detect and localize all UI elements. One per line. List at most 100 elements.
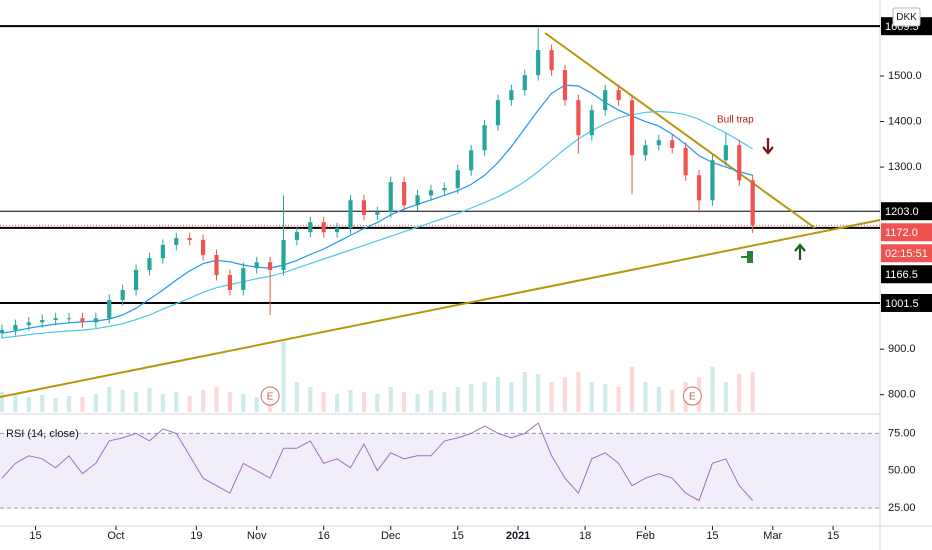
candle-body bbox=[348, 200, 353, 229]
volume-bar bbox=[13, 394, 18, 412]
candle-body bbox=[589, 110, 594, 136]
price-label: 1166.5 bbox=[885, 269, 918, 281]
candle-body bbox=[120, 289, 125, 301]
candle-body bbox=[629, 100, 635, 156]
volume-bar bbox=[616, 387, 621, 412]
volume-bar bbox=[241, 394, 246, 412]
volume-bar bbox=[495, 377, 501, 412]
candle-body bbox=[107, 300, 112, 319]
candle-body bbox=[294, 232, 300, 240]
volume-bar bbox=[482, 382, 487, 412]
candle-body bbox=[455, 170, 460, 189]
candle-body bbox=[187, 238, 192, 240]
candle-body bbox=[415, 195, 420, 206]
volume-bar bbox=[536, 374, 541, 412]
candle-body bbox=[522, 75, 527, 91]
volume-bar bbox=[750, 372, 755, 412]
candle-body bbox=[160, 244, 165, 259]
candle-body bbox=[750, 180, 755, 226]
candle-body bbox=[656, 140, 661, 146]
candle-body bbox=[40, 320, 45, 323]
x-tick-label: Oct bbox=[107, 530, 124, 542]
candle-body bbox=[308, 222, 313, 233]
volume-bar bbox=[133, 392, 139, 412]
rsi-tick-label: 75.00 bbox=[888, 427, 916, 439]
earnings-label: E bbox=[689, 392, 696, 403]
candle-body bbox=[281, 239, 286, 270]
volume-bar bbox=[214, 387, 219, 412]
candle-body bbox=[469, 150, 474, 171]
earnings-marker bbox=[682, 386, 702, 406]
candle-body bbox=[200, 239, 206, 255]
candle-body bbox=[683, 147, 688, 176]
volume-bar bbox=[66, 396, 72, 412]
candle-body bbox=[442, 188, 447, 191]
volume-bar bbox=[643, 382, 648, 412]
candle-body bbox=[0, 330, 5, 334]
volume-bar bbox=[723, 382, 728, 412]
price-label-box bbox=[881, 244, 932, 263]
candle-body bbox=[562, 70, 568, 101]
volume-bar bbox=[321, 392, 326, 412]
volume-bar bbox=[455, 387, 460, 412]
arrow-up bbox=[794, 243, 806, 260]
candle-body bbox=[388, 182, 393, 213]
candle-body bbox=[321, 222, 326, 233]
volume-bar bbox=[589, 382, 594, 412]
rsi-line bbox=[1, 422, 754, 502]
trendline bbox=[544, 32, 816, 229]
volume-bar bbox=[348, 390, 353, 412]
rsi-tick-label: 25.00 bbox=[888, 502, 916, 514]
candle-body bbox=[254, 262, 259, 269]
volume-bar bbox=[388, 387, 393, 412]
volume-bar bbox=[549, 382, 554, 412]
x-tick-label: 15 bbox=[452, 530, 464, 542]
volume-bar bbox=[160, 394, 165, 412]
volume-bar bbox=[402, 392, 407, 412]
volume-bar bbox=[174, 392, 179, 412]
volume-bar bbox=[107, 387, 112, 412]
candle-body bbox=[710, 160, 715, 201]
price-label-box bbox=[881, 202, 932, 221]
volume-bar bbox=[522, 372, 527, 412]
y-tick-label: 900.0 bbox=[888, 343, 916, 355]
earnings-marker bbox=[260, 386, 280, 406]
volume-bar bbox=[469, 384, 474, 412]
volume-bar bbox=[737, 374, 742, 412]
candle-body bbox=[428, 190, 434, 196]
currency-box bbox=[892, 7, 921, 27]
candle-body bbox=[603, 90, 608, 111]
volume-bar bbox=[562, 377, 568, 412]
candle-body bbox=[495, 100, 501, 126]
volume-bar bbox=[603, 384, 608, 412]
x-tick-label: 15 bbox=[827, 530, 839, 542]
trendline bbox=[0, 219, 881, 398]
x-tick-label: Nov bbox=[247, 530, 267, 542]
y-tick-label: 1400.0 bbox=[888, 115, 922, 127]
candle-body bbox=[214, 254, 219, 275]
rsi-band bbox=[0, 433, 880, 509]
price-label: 1172.0 bbox=[885, 227, 918, 239]
x-tick-label: 15 bbox=[29, 530, 41, 542]
candle-body bbox=[93, 318, 98, 323]
candle-body bbox=[576, 100, 581, 136]
candle-body bbox=[670, 140, 675, 148]
price-label-box bbox=[881, 223, 932, 242]
x-tick-label: 15 bbox=[706, 530, 718, 542]
candle-body bbox=[53, 318, 58, 321]
candle-body bbox=[80, 318, 85, 323]
price-label-box bbox=[881, 293, 932, 312]
volume-bar bbox=[26, 397, 31, 412]
candle-body bbox=[509, 90, 514, 101]
volume-bar bbox=[254, 397, 259, 412]
x-tick-label: 18 bbox=[579, 530, 591, 542]
volume-bar bbox=[93, 394, 98, 412]
rsi-tick-label: 50.00 bbox=[888, 465, 916, 477]
candle-body bbox=[696, 175, 702, 201]
earnings-label: E bbox=[267, 392, 274, 403]
currency: DKK bbox=[896, 12, 917, 23]
volume-bar bbox=[200, 390, 206, 412]
